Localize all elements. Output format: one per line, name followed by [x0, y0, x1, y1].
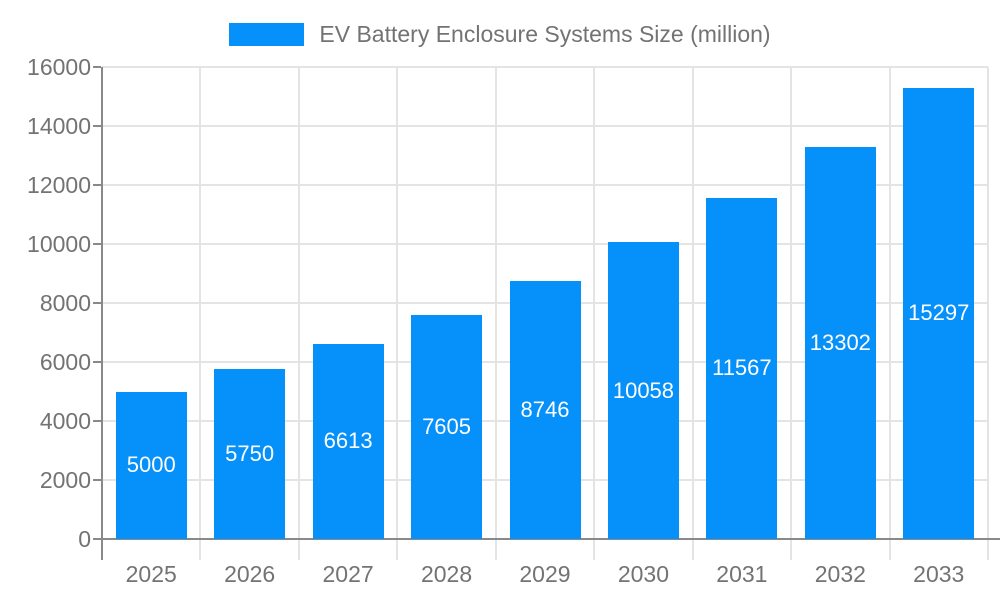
y-tick	[93, 302, 101, 304]
x-tick-label: 2025	[125, 561, 177, 587]
legend-swatch	[229, 23, 305, 46]
bar-value-label: 13302	[809, 329, 871, 355]
y-tick-label: 6000	[39, 349, 91, 375]
x-axis-line	[102, 538, 1000, 540]
x-tick-label: 2029	[519, 561, 571, 587]
y-tick	[93, 420, 101, 422]
y-tick-label: 12000	[27, 172, 91, 198]
y-tick	[93, 184, 101, 186]
y-tick	[93, 243, 101, 245]
y-gridline	[102, 184, 988, 186]
x-gridline	[396, 67, 399, 560]
x-gridline	[987, 67, 989, 560]
x-tick-label: 2031	[716, 561, 768, 587]
y-gridline	[102, 243, 988, 245]
x-tick-label: 2028	[420, 561, 473, 587]
y-tick-label: 10000	[27, 231, 91, 257]
bar: 5000	[115, 391, 187, 539]
x-gridline	[593, 67, 596, 560]
x-tick-label: 2027	[322, 561, 374, 587]
y-tick-label: 2000	[39, 467, 91, 493]
x-gridline	[790, 67, 793, 560]
x-gridline	[199, 67, 202, 560]
x-gridline	[297, 67, 300, 560]
y-tick	[93, 361, 101, 363]
bar-value-label: 7605	[422, 413, 472, 439]
y-tick-label: 4000	[39, 408, 91, 434]
y-tick-label: 14000	[27, 113, 91, 139]
y-tick-label: 16000	[27, 54, 91, 80]
y-tick	[93, 66, 101, 68]
bar: 11567	[706, 197, 778, 539]
bar-value-label: 11567	[712, 355, 772, 381]
y-gridline	[102, 66, 988, 68]
bar: 15297	[903, 87, 975, 539]
x-tick-label: 2026	[224, 561, 276, 587]
bar: 13302	[804, 146, 876, 539]
bar-value-label: 6613	[323, 428, 373, 454]
bar: 6613	[312, 343, 384, 539]
y-tick	[93, 538, 101, 540]
x-tick-label: 2030	[617, 561, 670, 587]
bar-value-label: 15297	[908, 300, 970, 326]
bar-value-label: 5750	[225, 441, 275, 467]
y-axis-line	[101, 67, 103, 560]
x-tick-label: 2032	[814, 561, 866, 587]
y-tick	[93, 125, 101, 127]
bar: 7605	[411, 314, 483, 539]
x-tick-label: 2033	[913, 561, 965, 587]
bar: 8746	[509, 280, 581, 539]
y-tick	[93, 479, 101, 481]
x-gridline	[888, 67, 891, 560]
bar-value-label: 10058	[612, 377, 675, 403]
bar-value-label: 8746	[520, 396, 570, 422]
x-gridline	[494, 67, 497, 560]
y-tick-label: 8000	[39, 290, 91, 316]
legend-title: EV Battery Enclosure Systems Size (milli…	[319, 21, 771, 47]
bar-value-label: 5000	[126, 452, 176, 478]
x-gridline	[691, 67, 694, 560]
y-tick-label: 0	[78, 526, 91, 552]
chart-legend: EV Battery Enclosure Systems Size (milli…	[0, 21, 1000, 48]
y-gridline	[102, 125, 988, 127]
bar: 5750	[214, 369, 286, 539]
legend-item[interactable]: EV Battery Enclosure Systems Size (milli…	[229, 21, 771, 48]
bar: 10058	[607, 242, 679, 539]
